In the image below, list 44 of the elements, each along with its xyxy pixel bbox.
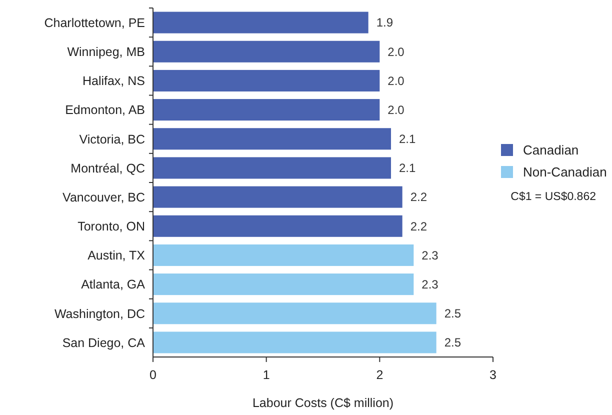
y-tick-label: Austin, TX: [88, 248, 146, 263]
y-tick-label: Halifax, NS: [82, 74, 145, 88]
bar: [153, 157, 391, 179]
y-tick-label: Washington, DC: [54, 306, 145, 321]
data-label: 2.2: [410, 190, 428, 204]
data-label: 2.5: [444, 306, 462, 321]
data-label: 2.0: [388, 102, 405, 117]
y-tick-label: Edmonton, AB: [65, 103, 145, 118]
data-label: 2.3: [422, 248, 439, 262]
x-tick-label: 1: [262, 368, 270, 382]
bar: [153, 302, 436, 324]
y-tick-label: Atlanta, GA: [81, 278, 146, 292]
data-label: 2.1: [399, 161, 416, 176]
bar: [153, 332, 436, 354]
x-tick-label: 2: [376, 368, 384, 382]
y-tick-label: Toronto, ON: [78, 220, 145, 234]
bar: [153, 186, 402, 208]
data-label: 2.3: [422, 277, 439, 292]
bar: [153, 274, 414, 296]
text: C$1 = US$0.862: [510, 191, 596, 203]
bar: [153, 70, 380, 92]
bar: [153, 12, 368, 34]
data-label: 2.2: [410, 219, 428, 234]
bar: [153, 128, 391, 150]
y-tick-label: San Diego, CA: [62, 336, 146, 350]
data-label: 2.0: [388, 74, 405, 88]
x-tick-label: 0: [150, 368, 157, 382]
data-label: 1.9: [376, 16, 394, 30]
y-tick-label: Montréal, QC: [70, 161, 145, 176]
y-tick-label: Winnipeg, MB: [67, 45, 145, 59]
bar: [153, 215, 402, 237]
legend-label: Non-Canadian: [523, 164, 607, 180]
x-tick-label: 3: [490, 368, 497, 382]
x-axis-title: Labour Costs (C$ million): [252, 396, 394, 410]
data-label: 2.0: [388, 44, 405, 59]
y-tick-label: Victoria, BC: [79, 132, 145, 146]
y-tick-label: Charlottetown, PE: [44, 16, 145, 30]
bar: [153, 40, 380, 62]
y-tick-label: Vancouver, BC: [62, 190, 145, 204]
data-label: 2.1: [399, 132, 416, 146]
legend-label: Canadian: [523, 142, 579, 158]
data-label: 2.5: [444, 336, 462, 350]
bar: [153, 244, 414, 266]
bar: [153, 99, 380, 121]
